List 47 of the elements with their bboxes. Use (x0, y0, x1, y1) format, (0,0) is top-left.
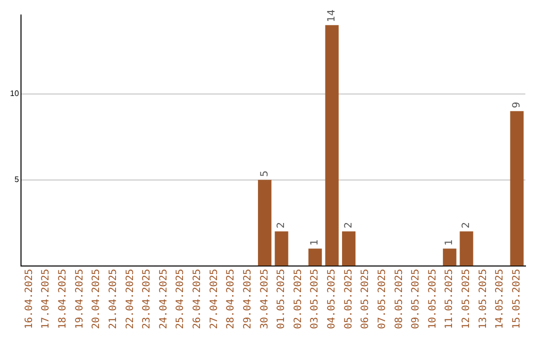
x-tick-label: 02.05.2025 (292, 268, 304, 330)
data-label: 1 (310, 239, 321, 246)
data-label: 2 (343, 222, 354, 228)
x-tick-label: 09.05.2025 (410, 268, 422, 330)
x-tick-label: 15.05.2025 (511, 268, 522, 330)
x-tick-label: 28.04.2025 (226, 268, 237, 330)
x-tick-label: 17.04.2025 (40, 268, 52, 330)
x-tick-label: 01.05.2025 (276, 268, 288, 330)
y-tick-label: 10 (10, 89, 20, 98)
data-label: 5 (259, 170, 270, 177)
x-tick-label: 29.04.2025 (242, 268, 254, 330)
bar (325, 25, 339, 266)
x-tick-label: 04.05.2025 (326, 268, 338, 330)
x-tick-label: 08.05.2025 (394, 268, 405, 330)
bar (258, 180, 272, 266)
x-tick-label: 13.05.2025 (478, 268, 489, 330)
x-tick-label: 12.05.2025 (461, 268, 472, 330)
x-tick-label: 16.04.2025 (24, 268, 35, 330)
x-tick-label: 25.04.2025 (175, 268, 186, 330)
x-tick-label: 05.05.2025 (343, 268, 354, 330)
data-label: 14 (326, 9, 338, 22)
x-tick-label: 26.04.2025 (192, 268, 204, 330)
x-tick-label: 11.05.2025 (444, 268, 456, 330)
x-tick-label: 20.04.2025 (91, 268, 102, 330)
x-tick-label: 03.05.2025 (310, 268, 321, 330)
x-tick-label: 24.04.2025 (158, 268, 170, 330)
x-tick-label: 18.04.2025 (58, 268, 69, 330)
bar (460, 231, 474, 266)
data-label: 9 (511, 102, 522, 108)
bar (274, 231, 288, 266)
x-tick-label: 27.04.2025 (208, 268, 220, 330)
bar (342, 231, 356, 266)
x-tick-label: 06.05.2025 (360, 268, 372, 330)
data-label: 2 (461, 222, 472, 228)
data-label: 1 (444, 239, 456, 246)
x-tick-label: 23.04.2025 (142, 268, 153, 330)
bar (510, 111, 524, 266)
data-label: 2 (276, 222, 288, 228)
bar (442, 248, 456, 266)
x-tick-label: 21.04.2025 (108, 268, 119, 330)
x-tick-label: 10.05.2025 (427, 268, 438, 330)
x-tick-label: 22.04.2025 (124, 268, 136, 330)
x-tick-label: 07.05.2025 (376, 268, 388, 330)
x-tick-label: 14.05.2025 (494, 268, 506, 330)
bar (308, 248, 322, 266)
x-tick-label: 30.04.2025 (259, 268, 270, 330)
x-tick-label: 19.04.2025 (74, 268, 86, 330)
